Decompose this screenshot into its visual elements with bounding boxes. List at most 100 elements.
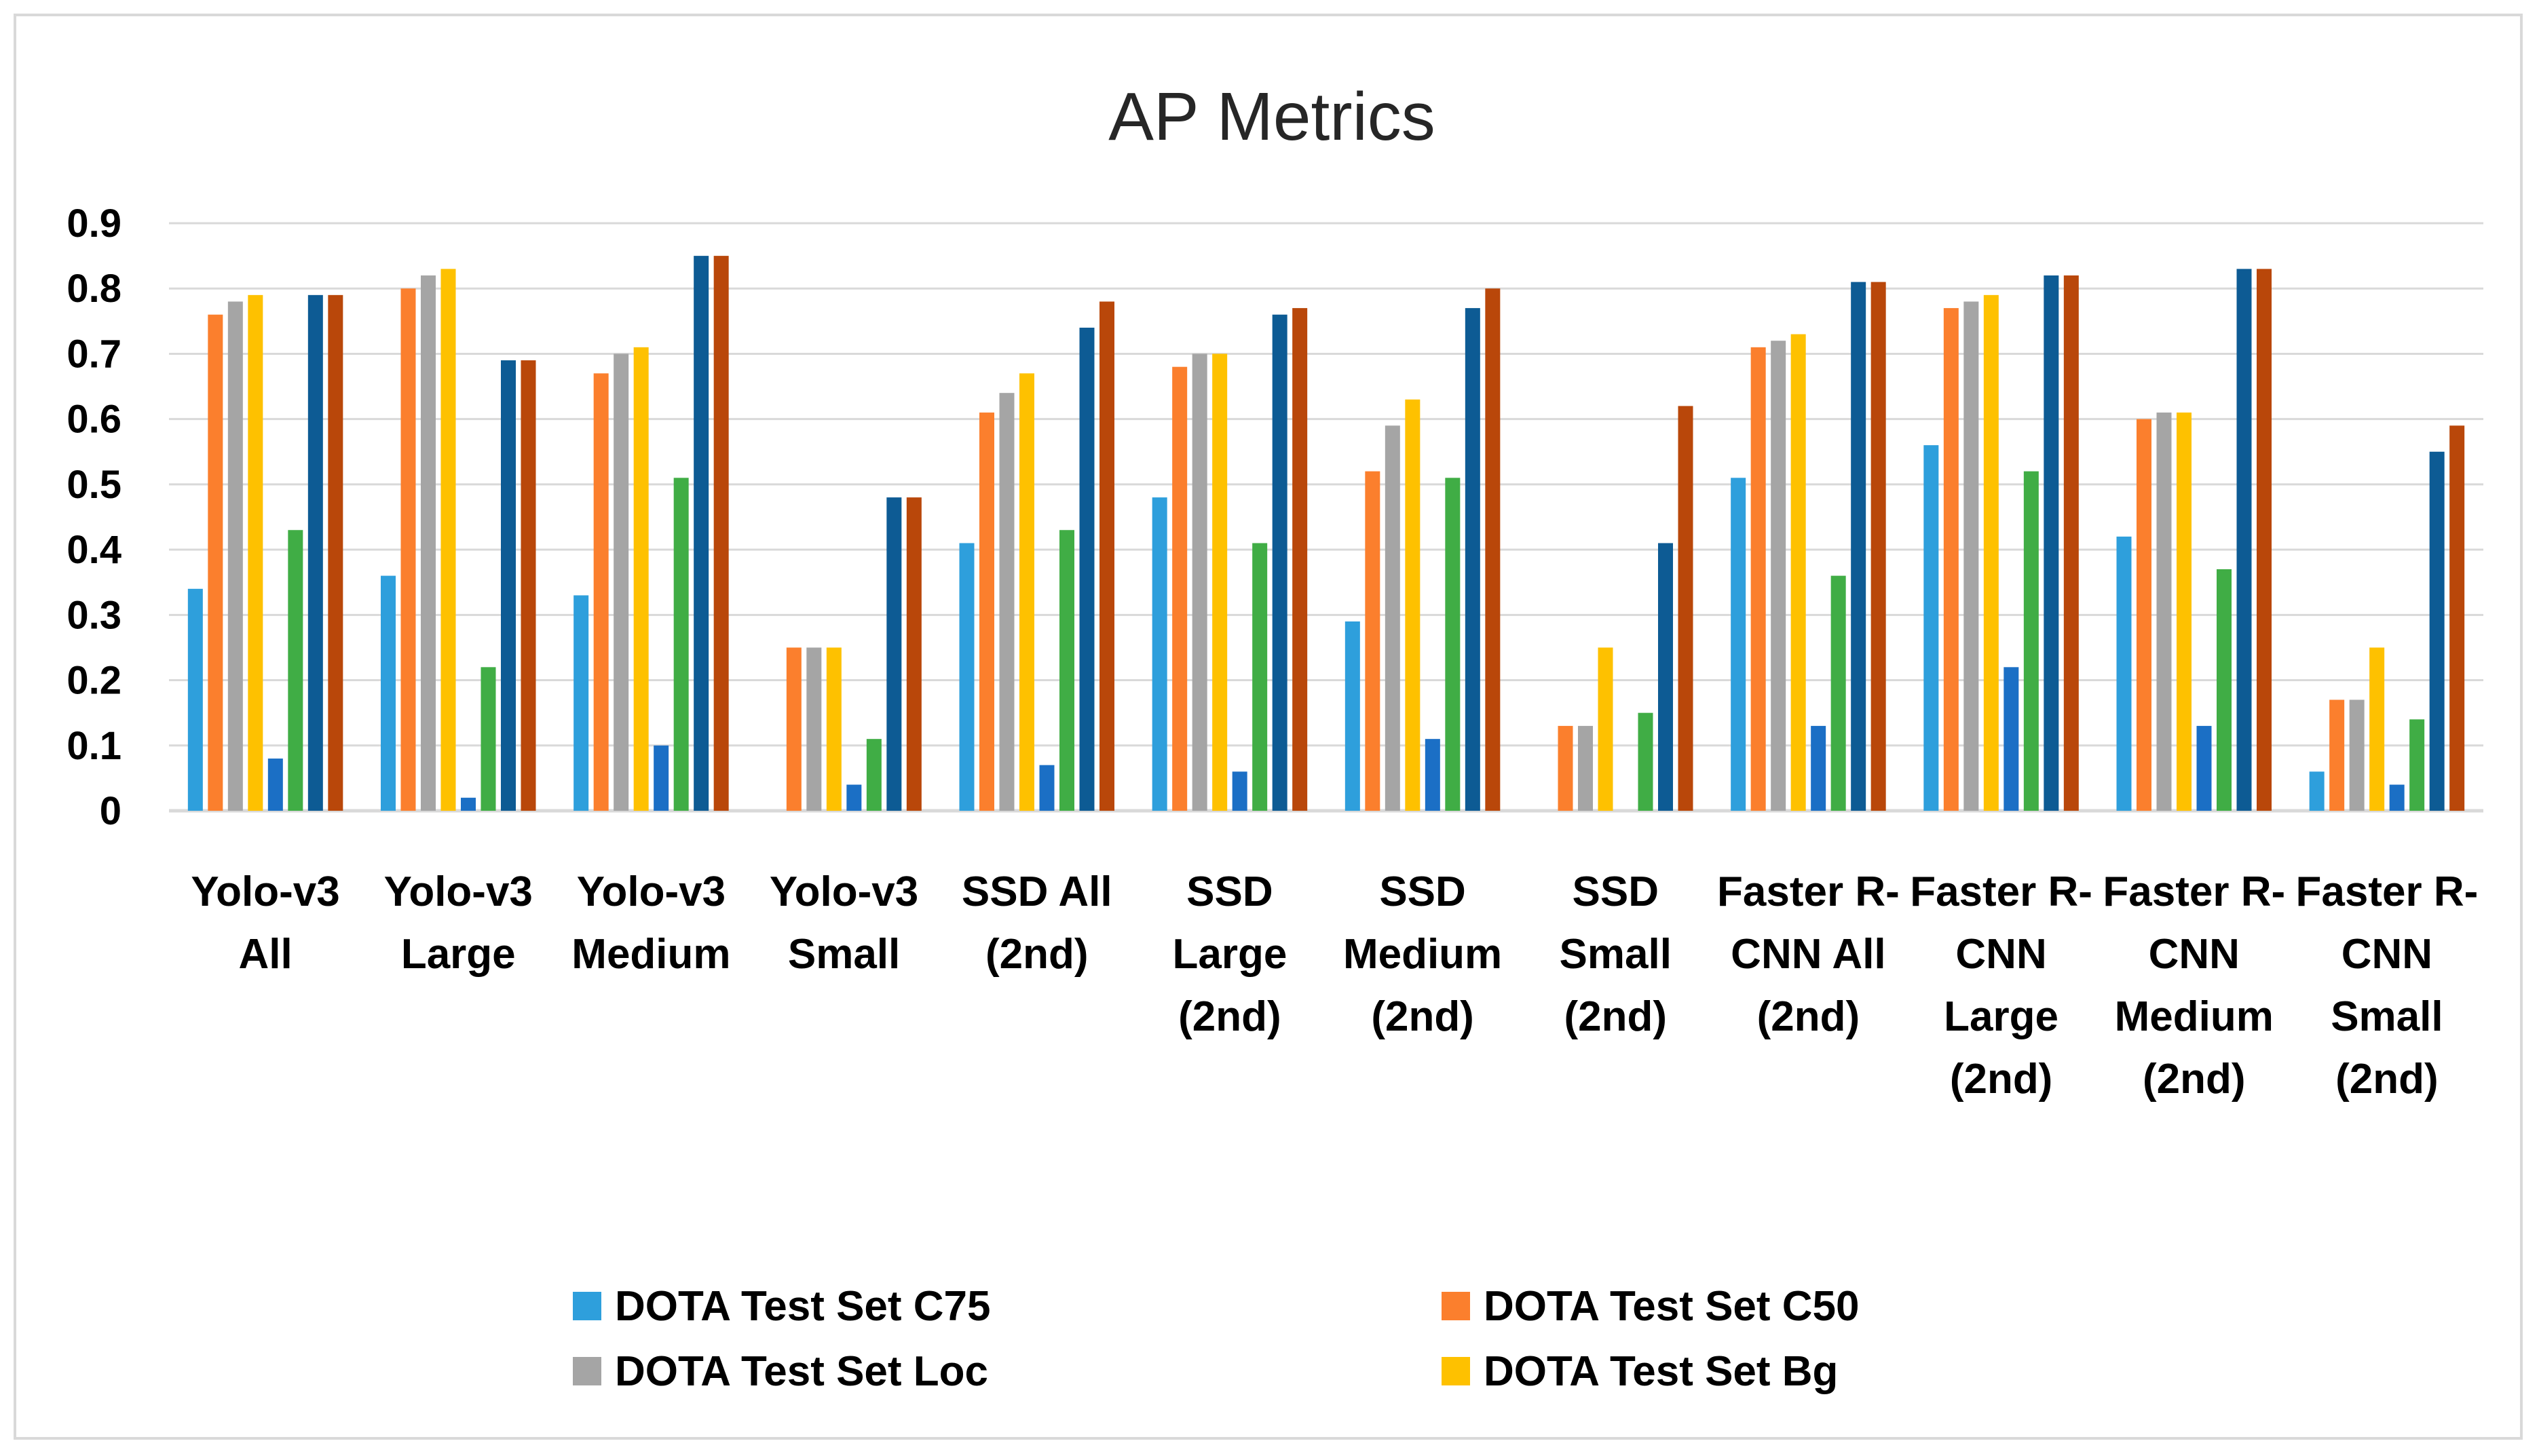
bar xyxy=(381,575,396,811)
x-category-label: Yolo-v3 xyxy=(384,868,533,915)
bar xyxy=(1344,621,1360,811)
bar xyxy=(1870,282,1886,811)
x-category-label: Medium xyxy=(1343,931,1502,978)
bar xyxy=(1385,425,1400,811)
x-category-label: Yolo-v3 xyxy=(191,868,339,915)
bar xyxy=(267,759,283,811)
bar xyxy=(1638,712,1653,811)
bar xyxy=(1943,308,1959,811)
bars xyxy=(187,256,2465,811)
bar xyxy=(2004,667,2019,811)
x-category-label: Large xyxy=(1172,931,1287,978)
y-tick-label: 0.8 xyxy=(67,267,121,311)
bar xyxy=(2196,725,2212,811)
legend-label: DOTA Test Set Bg xyxy=(1484,1348,1838,1395)
x-category-label: Small xyxy=(1560,931,1672,978)
bar xyxy=(713,256,729,811)
bar xyxy=(400,288,416,811)
x-category-label: Large xyxy=(401,931,516,978)
x-category-label: CNN xyxy=(2341,931,2432,978)
bar xyxy=(2217,569,2232,811)
x-category-label: (2nd) xyxy=(1564,993,1667,1040)
x-category-label: Medium xyxy=(2115,993,2274,1040)
x-category-label: (2nd) xyxy=(1757,993,1860,1040)
y-tick-label: 0.9 xyxy=(67,202,121,246)
legend-swatch xyxy=(1442,1357,1470,1385)
bar xyxy=(2369,647,2385,811)
x-category-label: (2nd) xyxy=(2335,1056,2439,1103)
bar xyxy=(1212,353,1228,811)
bar xyxy=(1039,765,1055,811)
bar xyxy=(614,353,629,811)
chart-title: AP Metrics xyxy=(1108,79,1435,155)
bar xyxy=(1485,288,1501,811)
bar xyxy=(1790,334,1806,811)
bar xyxy=(1465,308,1480,811)
bar xyxy=(288,530,303,811)
bar xyxy=(1923,445,1939,811)
x-category-label: SSD All xyxy=(962,868,1112,915)
bar xyxy=(1851,282,1866,811)
bar xyxy=(2257,269,2272,811)
x-axis-categories: Yolo-v3 All Yolo-v3 Large Yolo-v3 Medium Yolo-… xyxy=(191,868,2478,1103)
x-category-label: CNN All xyxy=(1731,931,1885,978)
x-category-label: Large xyxy=(1944,993,2058,1040)
bar xyxy=(1731,478,1746,811)
bar xyxy=(521,360,536,811)
bar xyxy=(501,360,516,811)
y-axis-ticks: 0 0.1 0.2 0.3 0.4 0.5 0.6 0.7 0.8 0.9 xyxy=(67,202,121,833)
bar xyxy=(1272,314,1287,811)
bar xyxy=(2023,471,2039,811)
bar xyxy=(1292,308,1308,811)
legend-label: DOTA Test Set C75 xyxy=(615,1283,991,1330)
x-category-label: Yolo-v3 xyxy=(577,868,726,915)
y-tick-label: 0.6 xyxy=(67,398,121,442)
x-category-label: SSD xyxy=(1379,868,1465,915)
bar xyxy=(1578,725,1593,811)
bar xyxy=(573,595,589,811)
bar xyxy=(654,745,669,811)
bar xyxy=(2063,275,2079,811)
bar xyxy=(1365,471,1380,811)
x-category-label: (2nd) xyxy=(1178,993,1281,1040)
bar xyxy=(1983,294,1999,811)
bar xyxy=(826,647,842,811)
x-category-label: Faster R- xyxy=(1910,868,2092,915)
bar xyxy=(1405,399,1421,811)
bar xyxy=(1445,478,1461,811)
bar xyxy=(1830,575,1846,811)
legend-swatch xyxy=(573,1292,601,1320)
bar xyxy=(2389,784,2405,811)
x-category-label: CNN xyxy=(2149,931,2240,978)
bar xyxy=(328,294,343,811)
bar xyxy=(1099,301,1114,811)
bar xyxy=(999,393,1015,811)
x-category-label: SSD xyxy=(1186,868,1273,915)
bar xyxy=(2044,275,2059,811)
bar xyxy=(633,347,649,811)
bar xyxy=(1678,406,1693,811)
legend-swatch xyxy=(1442,1292,1470,1320)
y-tick-label: 0.5 xyxy=(67,463,121,507)
y-tick-label: 0.2 xyxy=(67,659,121,703)
x-category-label: Faster R- xyxy=(2103,868,2285,915)
bar xyxy=(2329,700,2345,811)
bar xyxy=(227,301,243,811)
legend-label: DOTA Test Set Loc xyxy=(615,1348,988,1395)
bar xyxy=(1172,366,1188,811)
bar xyxy=(1750,347,1766,811)
bar xyxy=(1152,497,1167,811)
bar xyxy=(481,667,496,811)
bar xyxy=(2449,425,2465,811)
bar xyxy=(248,294,263,811)
x-category-label: (2nd) xyxy=(1950,1056,2053,1103)
bar xyxy=(979,413,994,811)
bar xyxy=(1425,739,1440,811)
x-category-label: Small xyxy=(788,931,900,978)
y-tick-label: 0.3 xyxy=(67,593,121,637)
bar xyxy=(786,647,802,811)
x-category-label: SSD xyxy=(1573,868,1659,915)
bar xyxy=(421,275,436,811)
bar xyxy=(2349,700,2365,811)
bar xyxy=(1658,543,1673,811)
